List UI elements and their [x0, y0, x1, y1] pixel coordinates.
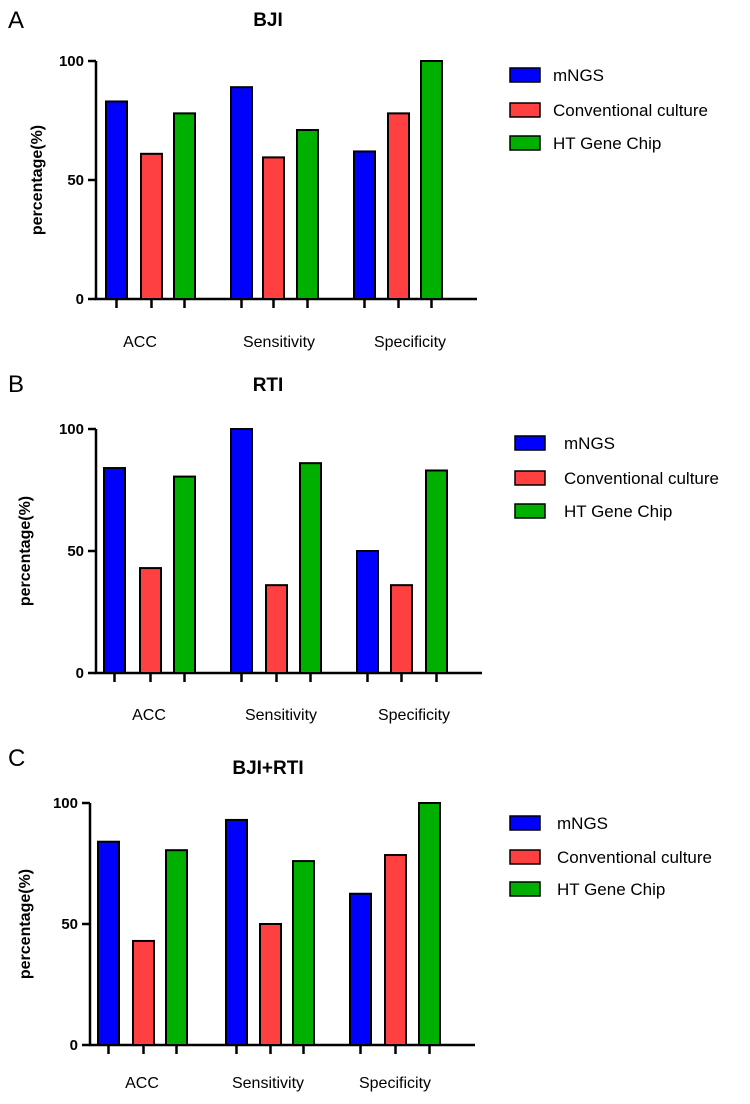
bar-conventional-culture-acc [140, 152, 163, 300]
chart-title: RTI [253, 375, 284, 396]
legend-label-conventional-culture: Conventional culture [553, 101, 708, 120]
x-tick-label-specificity: Specificity [359, 1075, 431, 1092]
legend-swatch-ht-gene-chip [509, 881, 541, 897]
bar-ht-gene-chip-sensitivity [299, 462, 322, 674]
y-tick-label: 50 [61, 916, 78, 933]
bar-mngs-specificity [349, 892, 372, 1046]
y-axis-label: percentage(%) [17, 496, 34, 606]
bar-mngs-specificity [353, 150, 376, 300]
x-tick-label-specificity: Specificity [378, 707, 450, 724]
legend-label-ht-gene-chip: HT Gene Chip [553, 134, 661, 153]
x-tick-label-acc: ACC [123, 334, 157, 351]
legend-swatch-mngs [514, 435, 546, 451]
bar-ht-gene-chip-acc [165, 849, 188, 1046]
chart-title: BJI+RTI [232, 758, 303, 779]
bar-mngs-acc [97, 840, 120, 1046]
legend: mNGS Conventional culture HT Gene Chip [509, 814, 712, 899]
bar-conventional-culture-sensitivity [265, 584, 288, 674]
chart-panel-b: B RTI 0 50 100 percentage(%) ACC Sensitivity Spe… [8, 371, 719, 724]
legend: mNGS Conventional culture HT Gene Chip [509, 66, 708, 153]
legend: mNGS Conventional culture HT Gene Chip [514, 434, 719, 521]
y-tick-label: 50 [67, 543, 84, 560]
chart-title: BJI [253, 10, 283, 31]
legend-label-mngs: mNGS [557, 814, 608, 833]
bar-conventional-culture-specificity [384, 854, 407, 1047]
bar-conventional-culture-sensitivity [262, 156, 285, 300]
x-tick-label-sensitivity: Sensitivity [243, 334, 315, 351]
y-tick-label: 50 [67, 172, 84, 189]
x-tick-label-sensitivity: Sensitivity [232, 1075, 304, 1092]
panel-label: A [8, 7, 24, 34]
bar-ht-gene-chip-sensitivity [296, 129, 319, 300]
legend-swatch-ht-gene-chip [509, 135, 541, 151]
y-tick-label: 100 [59, 53, 84, 70]
x-tick-label-specificity: Specificity [374, 334, 446, 351]
y-tick-label: 100 [59, 421, 84, 438]
bar-conventional-culture-specificity [390, 584, 413, 674]
bar-mngs-sensitivity [225, 818, 248, 1046]
bar-ht-gene-chip-acc [173, 475, 196, 674]
legend-swatch-mngs [509, 815, 541, 831]
legend-label-ht-gene-chip: HT Gene Chip [564, 502, 672, 521]
bar-ht-gene-chip-sensitivity [292, 860, 315, 1047]
chart-panel-a: A BJI 0 50 100 percentage(%) ACC Sensitivity Spe… [8, 7, 708, 351]
bar-conventional-culture-specificity [387, 112, 410, 300]
bar-mngs-sensitivity [230, 86, 253, 301]
bar-conventional-culture-sensitivity [259, 923, 282, 1046]
legend-swatch-conventional-culture [509, 849, 541, 865]
legend-swatch-conventional-culture [509, 102, 541, 118]
legend-swatch-mngs [509, 67, 541, 83]
x-tick-label-acc: ACC [132, 707, 166, 724]
bar-ht-gene-chip-specificity [425, 469, 448, 675]
bar-ht-gene-chip-specificity [420, 60, 443, 300]
y-tick-label: 0 [76, 291, 84, 308]
chart-panel-c: C BJI+RTI 0 50 100 percentage(%) ACC Sensitivit… [8, 745, 712, 1092]
bar-conventional-culture-acc [139, 567, 162, 675]
bar-mngs-acc [103, 467, 126, 675]
bar-ht-gene-chip-specificity [418, 802, 441, 1046]
y-tick-label: 0 [76, 665, 84, 682]
legend-label-mngs: mNGS [564, 434, 615, 453]
bar-mngs-sensitivity [230, 428, 253, 674]
legend-swatch-conventional-culture [514, 470, 546, 486]
panel-label: B [8, 371, 24, 398]
x-tick-label-sensitivity: Sensitivity [245, 707, 317, 724]
y-tick-label: 0 [70, 1037, 78, 1054]
legend-label-conventional-culture: Conventional culture [564, 469, 719, 488]
panel-label: C [8, 745, 25, 772]
y-tick-label: 100 [53, 795, 78, 812]
bar-conventional-culture-acc [132, 939, 155, 1046]
bar-mngs-acc [105, 100, 128, 300]
legend-label-mngs: mNGS [553, 66, 604, 85]
y-axis-label: percentage(%) [29, 125, 46, 235]
bar-ht-gene-chip-acc [173, 112, 196, 300]
x-tick-label-acc: ACC [125, 1075, 159, 1092]
y-axis-label: percentage(%) [17, 869, 34, 979]
legend-swatch-ht-gene-chip [514, 503, 546, 519]
legend-label-conventional-culture: Conventional culture [557, 848, 712, 867]
legend-label-ht-gene-chip: HT Gene Chip [557, 880, 665, 899]
bar-mngs-specificity [356, 550, 379, 674]
